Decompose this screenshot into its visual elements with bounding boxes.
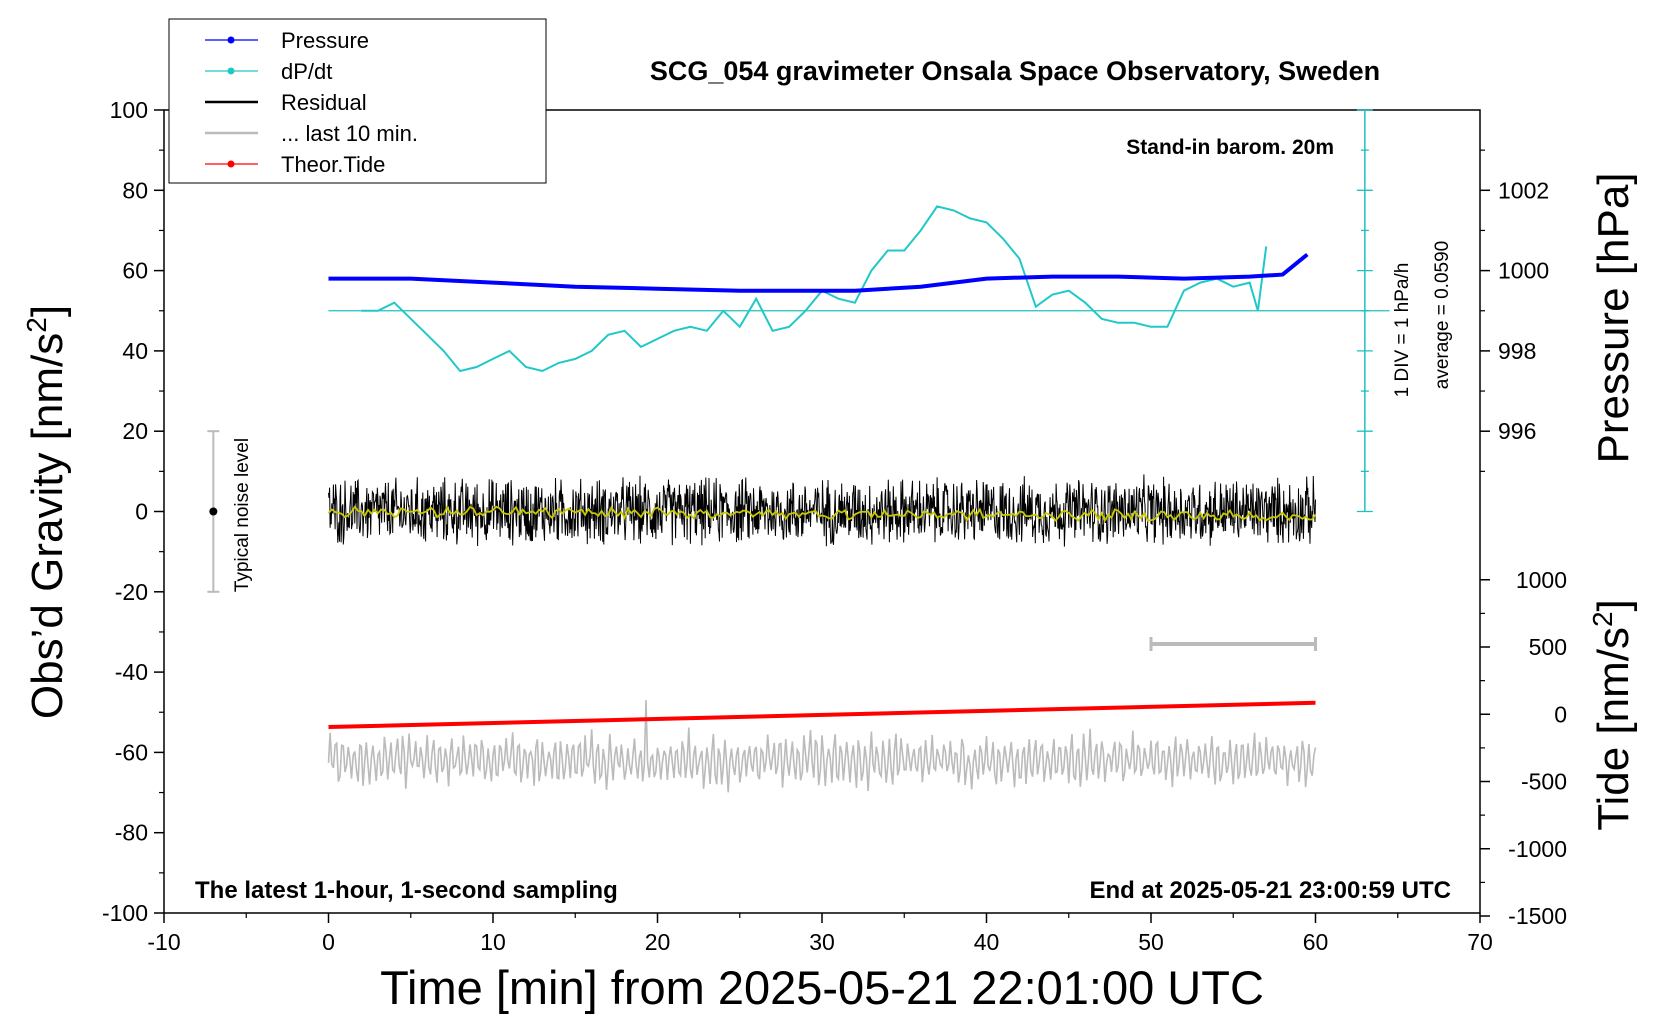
series-layer bbox=[207, 205, 1317, 793]
x-axis-ticks: -10 0 10 20 30 40 50 60 70 bbox=[147, 913, 1493, 955]
x-tick-label: 60 bbox=[1303, 929, 1329, 955]
y-tick-label: 40 bbox=[122, 338, 148, 364]
x-tick-label: 10 bbox=[480, 929, 506, 955]
y-tick-label: 100 bbox=[110, 97, 148, 123]
series-last-10-min bbox=[327, 700, 1317, 793]
tide-tick-label: -500 bbox=[1521, 769, 1567, 795]
x-tick-label: 70 bbox=[1467, 929, 1493, 955]
legend-marker bbox=[227, 67, 235, 75]
barometer-note: Stand-in barom. 20m bbox=[1126, 136, 1334, 159]
series-residual-smoothed bbox=[327, 505, 1317, 523]
x-tick-label: 30 bbox=[809, 929, 835, 955]
legend-marker bbox=[227, 160, 235, 168]
y-axis-label-tide: Tide [nm/s2] bbox=[1587, 599, 1638, 831]
pressure-axis-ticks: 1002 1000 998 996 bbox=[1480, 149, 1549, 472]
chart-title: SCG_054 gravimeter Onsala Space Observat… bbox=[650, 56, 1380, 86]
legend: Pressure dP/dt Residual ... last 10 min. The… bbox=[168, 18, 547, 184]
noise-label: Typical noise level bbox=[232, 438, 253, 592]
y-axis-label-pressure: Pressure [hPa] bbox=[1589, 172, 1638, 463]
x-tick-label: -10 bbox=[147, 929, 180, 955]
legend-label: ... last 10 min. bbox=[281, 121, 418, 146]
y-tick-label: -20 bbox=[115, 579, 148, 605]
tide-tick-label: 0 bbox=[1554, 701, 1567, 727]
legend-label: Theor.Tide bbox=[281, 152, 385, 177]
tide-tick-label: 500 bbox=[1529, 634, 1567, 660]
div-label: 1 DIV = 1 hPa/h bbox=[1392, 263, 1413, 398]
y-tick-label: -80 bbox=[115, 820, 148, 846]
pressure-tick-label: 998 bbox=[1498, 338, 1536, 364]
y-tick-label: 60 bbox=[122, 258, 148, 284]
x-tick-label: 40 bbox=[974, 929, 1000, 955]
bottom-left-note: The latest 1-hour, 1-second sampling bbox=[195, 877, 618, 904]
y-axis-label-left: Obs’d Gravity [nm/s2] bbox=[21, 305, 72, 719]
y-tick-label: 0 bbox=[135, 499, 148, 525]
series-pressure bbox=[328, 252, 1309, 293]
pressure-tick-label: 1000 bbox=[1498, 258, 1549, 284]
average-label: average = 0.0590 bbox=[1432, 241, 1453, 389]
tide-tick-label: -1000 bbox=[1508, 836, 1567, 862]
y-tick-label: -40 bbox=[115, 659, 148, 685]
x-tick-label: 20 bbox=[645, 929, 671, 955]
series-theor-tide bbox=[328, 700, 1316, 729]
legend-label: Residual bbox=[281, 90, 367, 115]
pressure-tick-label: 1002 bbox=[1498, 177, 1549, 203]
pressure-tick-label: 996 bbox=[1498, 418, 1536, 444]
y-tick-label: -60 bbox=[115, 739, 148, 765]
y-tick-label: 80 bbox=[122, 177, 148, 203]
tide-tick-label: -1500 bbox=[1508, 903, 1567, 929]
bottom-right-note: End at 2025-05-21 23:00:59 UTC bbox=[1090, 877, 1452, 904]
y-tick-label: -100 bbox=[102, 900, 148, 926]
legend-label: Pressure bbox=[281, 28, 369, 53]
x-axis-label: Time [min] from 2025-05-21 22:01:00 UTC bbox=[380, 961, 1264, 1014]
dpdt-scale-axis bbox=[328, 109, 1390, 513]
x-tick-label: 0 bbox=[322, 929, 335, 955]
y-axis-ticks: 100 80 60 40 20 0 -20 -40 -60 -80 -100 bbox=[102, 97, 164, 926]
tide-axis-ticks: 1000 500 0 -500 -1000 -1500 bbox=[1480, 567, 1567, 929]
series-residual bbox=[328, 474, 1316, 547]
noise-bar-point bbox=[209, 507, 218, 516]
legend-label: dP/dt bbox=[281, 59, 332, 84]
y-tick-label: 20 bbox=[122, 418, 148, 444]
tide-tick-label: 1000 bbox=[1516, 567, 1567, 593]
x-tick-label: 50 bbox=[1138, 929, 1164, 955]
legend-marker bbox=[227, 36, 235, 44]
